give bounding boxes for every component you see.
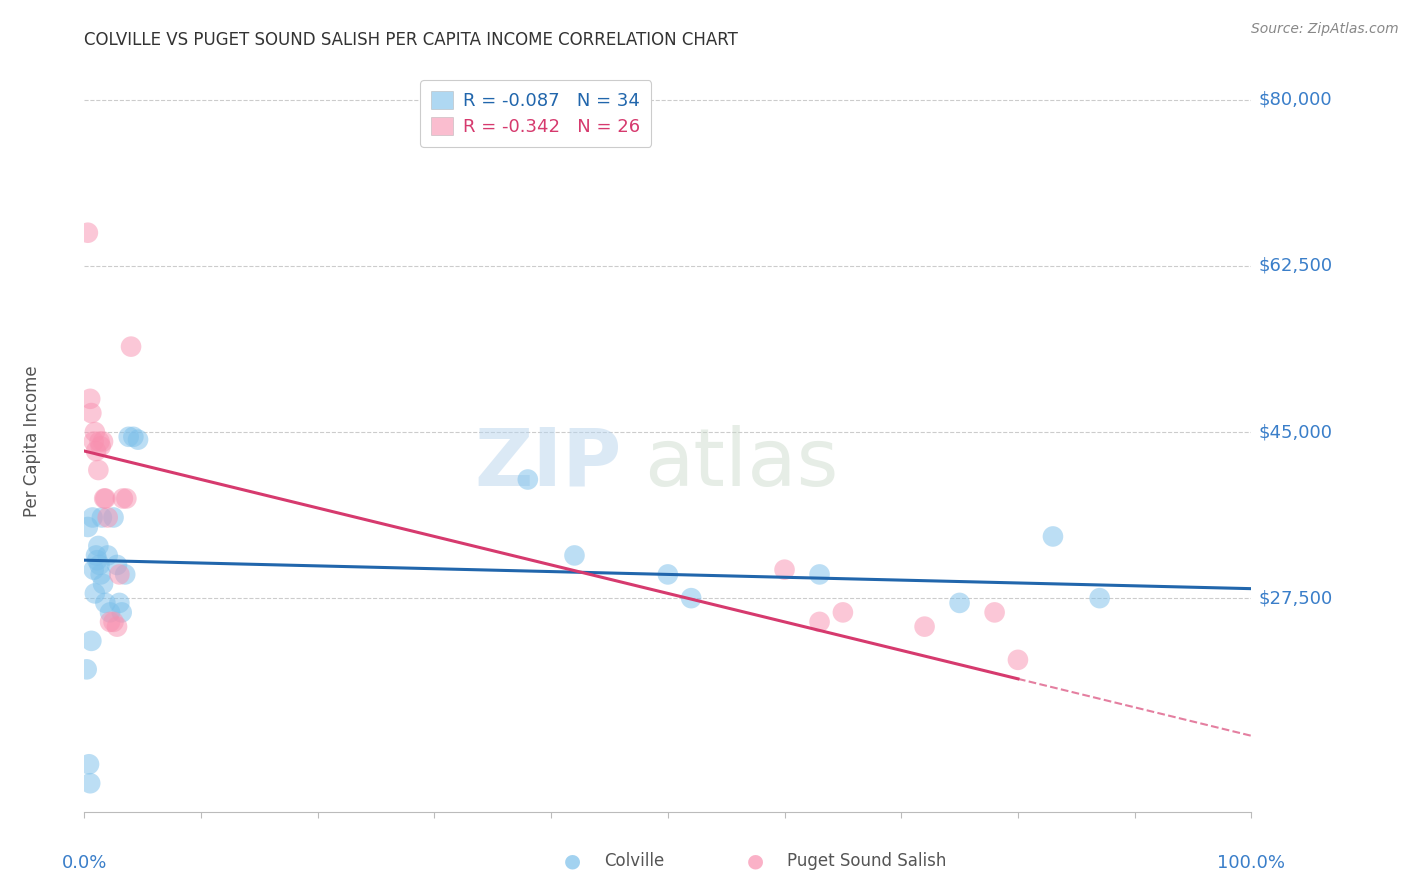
- Point: [83, 425, 105, 439]
- Point: [83, 563, 105, 577]
- Text: atlas: atlas: [644, 425, 839, 503]
- Point: [983, 606, 1005, 620]
- Point: [76, 226, 98, 240]
- Point: [108, 567, 131, 582]
- Text: 100.0%: 100.0%: [1218, 855, 1285, 872]
- Point: [82, 510, 104, 524]
- Point: [79, 392, 101, 406]
- Point: [91, 577, 114, 591]
- Text: Puget Sound Salish: Puget Sound Salish: [787, 852, 946, 870]
- Point: [808, 615, 831, 629]
- Point: [564, 549, 586, 563]
- Text: Per Capita Income: Per Capita Income: [22, 366, 41, 517]
- Point: [76, 662, 98, 676]
- Text: ●: ●: [564, 851, 581, 871]
- Point: [77, 757, 100, 772]
- Point: [83, 434, 105, 449]
- Text: $27,500: $27,500: [1258, 589, 1333, 607]
- Point: [80, 406, 103, 420]
- Point: [949, 596, 972, 610]
- Text: Source: ZipAtlas.com: Source: ZipAtlas.com: [1251, 22, 1399, 37]
- Point: [98, 606, 121, 620]
- Point: [87, 463, 110, 477]
- Point: [87, 539, 110, 553]
- Point: [1007, 653, 1029, 667]
- Point: [516, 473, 538, 487]
- Point: [90, 439, 112, 453]
- Point: [118, 430, 141, 444]
- Point: [79, 776, 101, 790]
- Point: [103, 510, 125, 524]
- Point: [97, 549, 120, 563]
- Point: [105, 558, 128, 572]
- Text: $45,000: $45,000: [1258, 423, 1333, 441]
- Point: [84, 444, 107, 458]
- Point: [127, 433, 149, 447]
- Point: [108, 596, 131, 610]
- Point: [120, 340, 142, 354]
- Text: Colville: Colville: [605, 852, 665, 870]
- Point: [94, 491, 117, 506]
- Point: [89, 434, 111, 449]
- Point: [84, 549, 107, 563]
- Text: 0.0%: 0.0%: [62, 855, 107, 872]
- Point: [115, 491, 138, 506]
- Point: [832, 606, 855, 620]
- Point: [89, 558, 111, 572]
- Text: COLVILLE VS PUGET SOUND SALISH PER CAPITA INCOME CORRELATION CHART: COLVILLE VS PUGET SOUND SALISH PER CAPIT…: [84, 31, 738, 49]
- Text: ZIP: ZIP: [474, 425, 621, 503]
- Point: [83, 586, 105, 600]
- Point: [111, 491, 134, 506]
- Point: [97, 510, 120, 524]
- Point: [808, 567, 831, 582]
- Point: [122, 430, 145, 444]
- Point: [94, 596, 117, 610]
- Point: [86, 553, 108, 567]
- Legend: R = -0.087   N = 34, R = -0.342   N = 26: R = -0.087 N = 34, R = -0.342 N = 26: [420, 80, 651, 147]
- Point: [1042, 529, 1064, 543]
- Point: [914, 619, 936, 633]
- Text: ●: ●: [747, 851, 763, 871]
- Point: [111, 606, 134, 620]
- Point: [103, 615, 125, 629]
- Point: [773, 563, 796, 577]
- Point: [1088, 591, 1111, 606]
- Point: [80, 633, 103, 648]
- Point: [105, 619, 128, 633]
- Point: [657, 567, 679, 582]
- Point: [91, 434, 114, 449]
- Point: [98, 615, 121, 629]
- Point: [90, 567, 112, 582]
- Point: [114, 567, 136, 582]
- Point: [76, 520, 98, 534]
- Point: [681, 591, 703, 606]
- Point: [93, 491, 115, 506]
- Text: $80,000: $80,000: [1258, 91, 1331, 109]
- Point: [90, 510, 112, 524]
- Text: $62,500: $62,500: [1258, 257, 1333, 275]
